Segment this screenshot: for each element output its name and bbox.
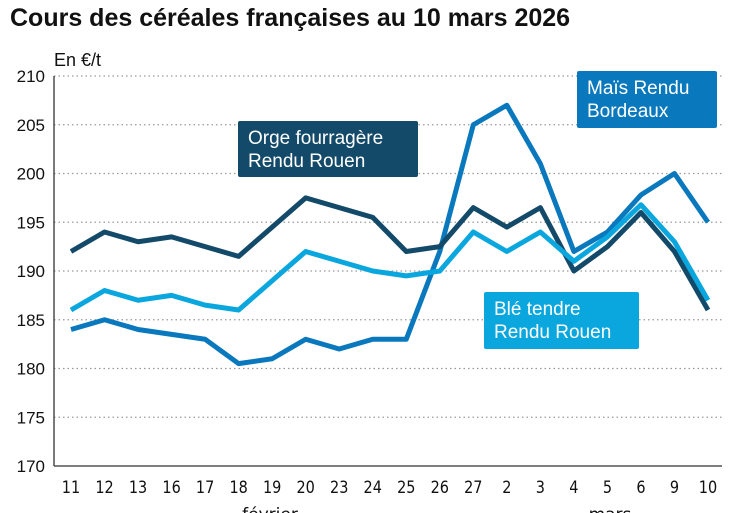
x-tick-label: 13: [129, 477, 147, 497]
y-tick-label: 210: [17, 67, 45, 86]
x-tick-label: 24: [364, 477, 382, 497]
label-line: Blé tendre: [494, 299, 581, 320]
x-tick-label: 26: [431, 477, 449, 497]
y-axis-label: En €/t: [54, 50, 101, 70]
x-tick-label: 3: [536, 477, 545, 497]
x-tick-label: 27: [464, 477, 482, 497]
y-tick-label: 195: [17, 213, 45, 232]
y-tick-label: 180: [17, 360, 45, 379]
x-tick-label: 5: [603, 477, 612, 497]
x-tick-label: 19: [263, 477, 281, 497]
label-line: Bordeaux: [587, 101, 669, 122]
y-tick-label: 185: [17, 311, 45, 330]
month-label-february: février: [242, 505, 298, 513]
x-tick-label: 18: [229, 477, 247, 497]
x-tick-label: 11: [62, 477, 80, 497]
label-line: Rendu Rouen: [494, 322, 611, 343]
x-tick-label: 12: [95, 477, 113, 497]
label-box: [577, 71, 717, 128]
x-tick-label: 23: [330, 477, 348, 497]
x-tick-label: 20: [296, 477, 314, 497]
label-line: Orge fourragère: [248, 128, 383, 149]
x-tick-label: 6: [636, 477, 645, 497]
x-tick-label: 4: [569, 477, 578, 497]
x-tick-label: 2: [502, 477, 511, 497]
x-tick-label: 17: [196, 477, 214, 497]
y-tick-label: 175: [17, 408, 45, 427]
series-line-0: [69, 195, 711, 312]
y-tick-label: 190: [17, 262, 45, 281]
x-tick-label: 10: [699, 477, 717, 497]
label-line: Maïs Rendu: [587, 78, 689, 99]
label-box: [484, 292, 639, 349]
label-box: [238, 121, 418, 177]
label-line: Rendu Rouen: [248, 151, 365, 172]
y-tick-label: 200: [17, 165, 45, 184]
x-tick-label: 9: [670, 477, 679, 497]
x-tick-label: 25: [397, 477, 415, 497]
month-label-march: mars: [589, 505, 632, 513]
x-tick-label: 16: [162, 477, 180, 497]
series-line-1: [69, 202, 711, 313]
y-tick-label: 205: [17, 116, 45, 135]
chart-title: Cours des céréales françaises au 10 mars…: [10, 4, 571, 32]
y-tick-label: 170: [17, 457, 45, 476]
series-line-2: [70, 102, 711, 367]
